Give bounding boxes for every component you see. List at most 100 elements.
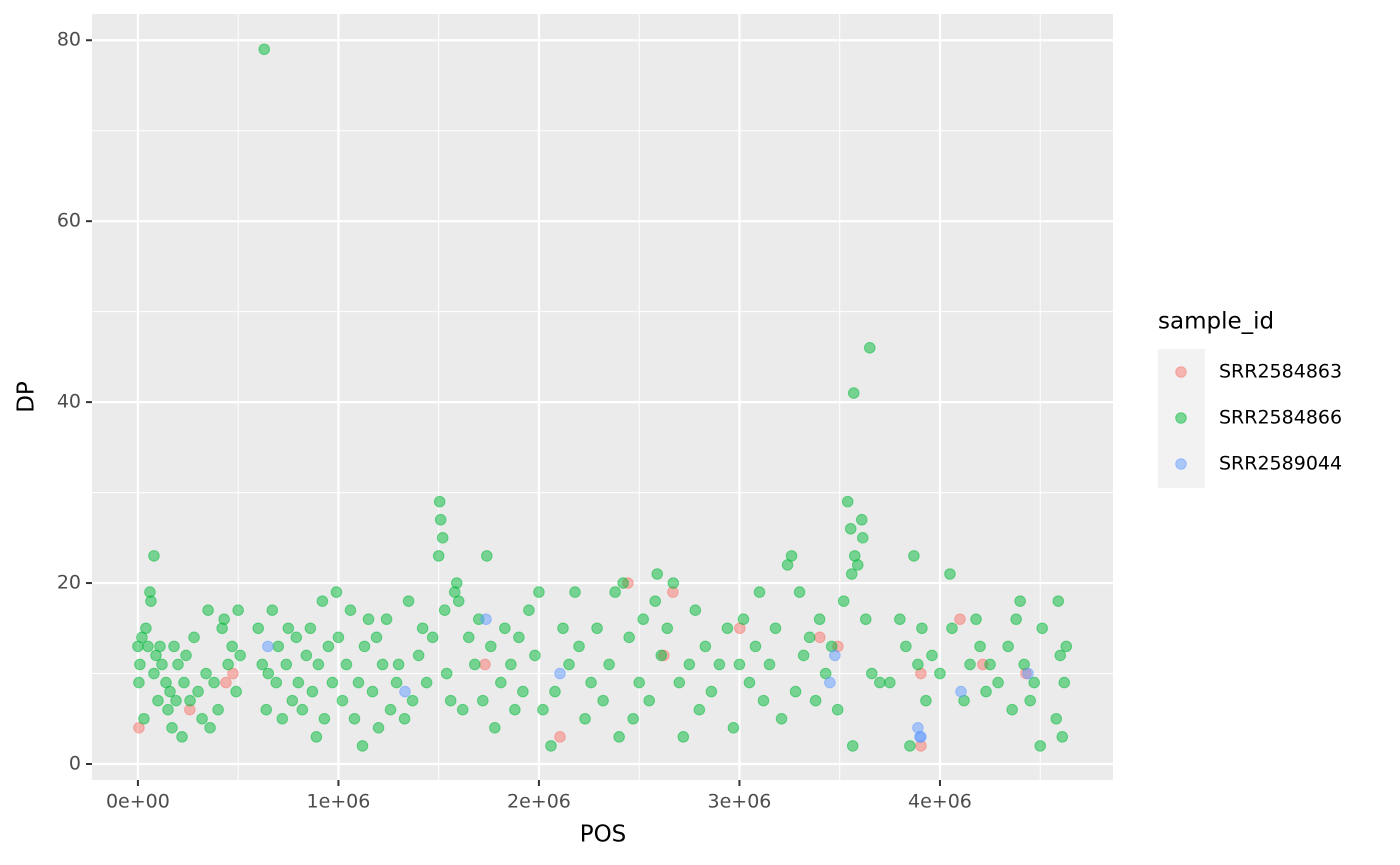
point: [1028, 676, 1040, 689]
x-tick-label: 0e+00: [106, 791, 170, 813]
point: [178, 676, 190, 689]
point: [390, 676, 403, 689]
point: [1036, 622, 1049, 635]
point: [904, 740, 916, 752]
point: [609, 586, 621, 598]
point: [140, 622, 152, 635]
point: [468, 658, 481, 671]
point: [1050, 712, 1063, 725]
point: [1006, 703, 1018, 716]
point: [1010, 613, 1022, 626]
x-tick-label: 4e+06: [908, 791, 972, 813]
point: [270, 676, 283, 689]
point: [954, 613, 966, 626]
point: [384, 703, 397, 716]
point: [452, 595, 465, 607]
point: [134, 658, 146, 671]
point: [172, 658, 184, 671]
point: [138, 712, 150, 725]
point: [863, 342, 876, 354]
point: [133, 721, 145, 734]
point: [1060, 640, 1073, 653]
point: [152, 694, 164, 707]
point: [884, 676, 896, 689]
point: [509, 703, 521, 716]
point: [200, 667, 212, 680]
point: [188, 631, 200, 644]
point: [336, 694, 349, 707]
points: [132, 43, 1073, 752]
point: [847, 387, 860, 399]
point: [944, 568, 956, 580]
point: [438, 604, 451, 616]
point: [837, 595, 850, 607]
point: [145, 595, 157, 607]
point: [356, 740, 369, 752]
point: [743, 676, 756, 689]
point: [412, 649, 425, 662]
point: [846, 740, 859, 752]
point: [164, 685, 176, 698]
point: [148, 550, 160, 562]
point: [232, 604, 244, 616]
point: [569, 586, 581, 598]
point: [444, 694, 457, 707]
point: [416, 622, 429, 635]
point: [683, 658, 696, 671]
point: [433, 495, 446, 508]
point: [330, 586, 343, 598]
point: [202, 604, 214, 616]
point: [392, 658, 405, 671]
point: [926, 649, 938, 662]
point: [262, 667, 275, 680]
point: [554, 667, 566, 680]
point: [1058, 676, 1071, 689]
point: [831, 703, 844, 716]
point: [399, 685, 411, 698]
point: [737, 613, 750, 626]
point: [226, 640, 238, 653]
point: [865, 667, 878, 680]
point: [456, 703, 469, 716]
point: [651, 568, 664, 580]
point: [440, 667, 453, 680]
point: [310, 731, 323, 743]
point: [220, 676, 232, 689]
point: [480, 613, 492, 626]
point: [204, 721, 216, 734]
point: [851, 559, 864, 571]
point: [420, 676, 433, 689]
y-tick-label: 80: [57, 29, 81, 51]
point: [677, 731, 690, 743]
point: [218, 613, 230, 626]
point: [557, 622, 569, 635]
point: [627, 712, 639, 725]
point: [426, 631, 439, 644]
point: [481, 550, 493, 562]
point: [803, 631, 816, 644]
point: [280, 658, 293, 671]
point: [184, 694, 196, 707]
point: [920, 694, 932, 707]
point: [974, 640, 986, 653]
point: [908, 550, 920, 562]
point: [196, 712, 208, 725]
legend-key: [1175, 366, 1187, 378]
point: [489, 721, 501, 734]
point: [855, 513, 868, 526]
point: [597, 694, 609, 707]
point: [300, 649, 313, 662]
point: [227, 667, 239, 680]
point: [775, 712, 788, 725]
point: [523, 604, 535, 616]
point: [964, 658, 976, 671]
point: [1056, 731, 1069, 743]
point: [856, 532, 869, 544]
point: [272, 640, 285, 653]
point: [529, 649, 541, 662]
point: [260, 703, 273, 716]
point: [332, 631, 345, 644]
point: [769, 622, 782, 635]
point: [591, 622, 603, 635]
legend-key: [1175, 458, 1187, 470]
